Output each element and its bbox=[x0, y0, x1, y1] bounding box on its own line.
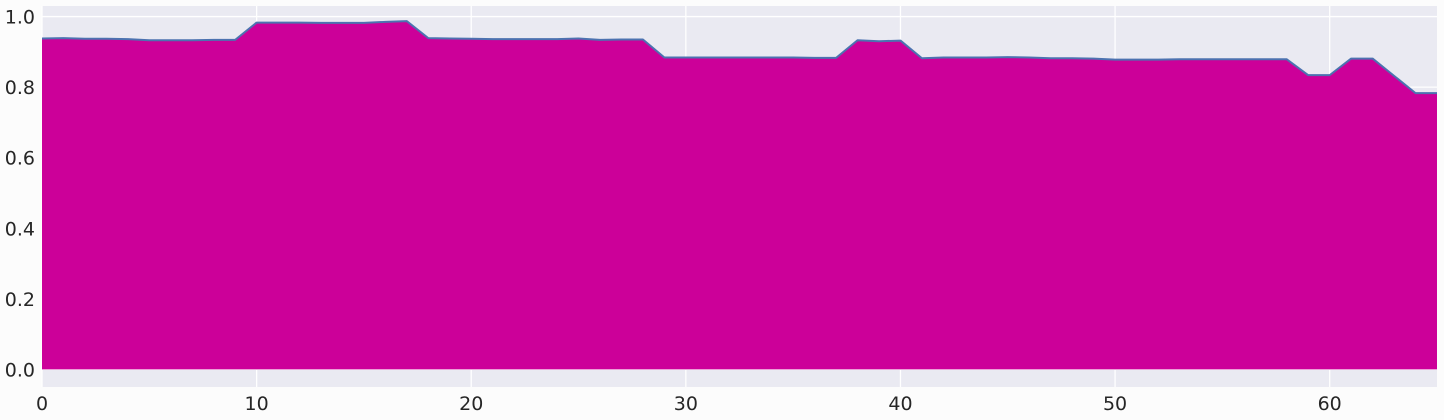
y-tick-label: 0.6 bbox=[5, 148, 35, 170]
x-tick-label: 10 bbox=[245, 393, 269, 415]
y-tick-label: 0.4 bbox=[5, 218, 35, 240]
y-tick-label: 1.0 bbox=[5, 7, 35, 29]
area-fill bbox=[42, 21, 1437, 370]
x-tick-label: 40 bbox=[888, 393, 912, 415]
x-tick-label: 20 bbox=[459, 393, 483, 415]
y-tick-label: 0.0 bbox=[5, 359, 35, 381]
y-tick-label: 0.2 bbox=[5, 289, 35, 311]
x-axis-ticks: 0 10 20 30 40 50 60 bbox=[36, 393, 1342, 415]
series-line bbox=[41, 20, 1437, 95]
x-tick-label: 0 bbox=[36, 393, 48, 415]
x-tick-label: 50 bbox=[1103, 393, 1127, 415]
x-tick-label: 60 bbox=[1318, 393, 1342, 415]
area-series bbox=[41, 20, 1437, 370]
x-tick-label: 30 bbox=[674, 393, 698, 415]
y-tick-label: 0.8 bbox=[5, 77, 35, 99]
y-axis-ticks: 0.0 0.2 0.4 0.6 0.8 1.0 bbox=[5, 7, 35, 382]
